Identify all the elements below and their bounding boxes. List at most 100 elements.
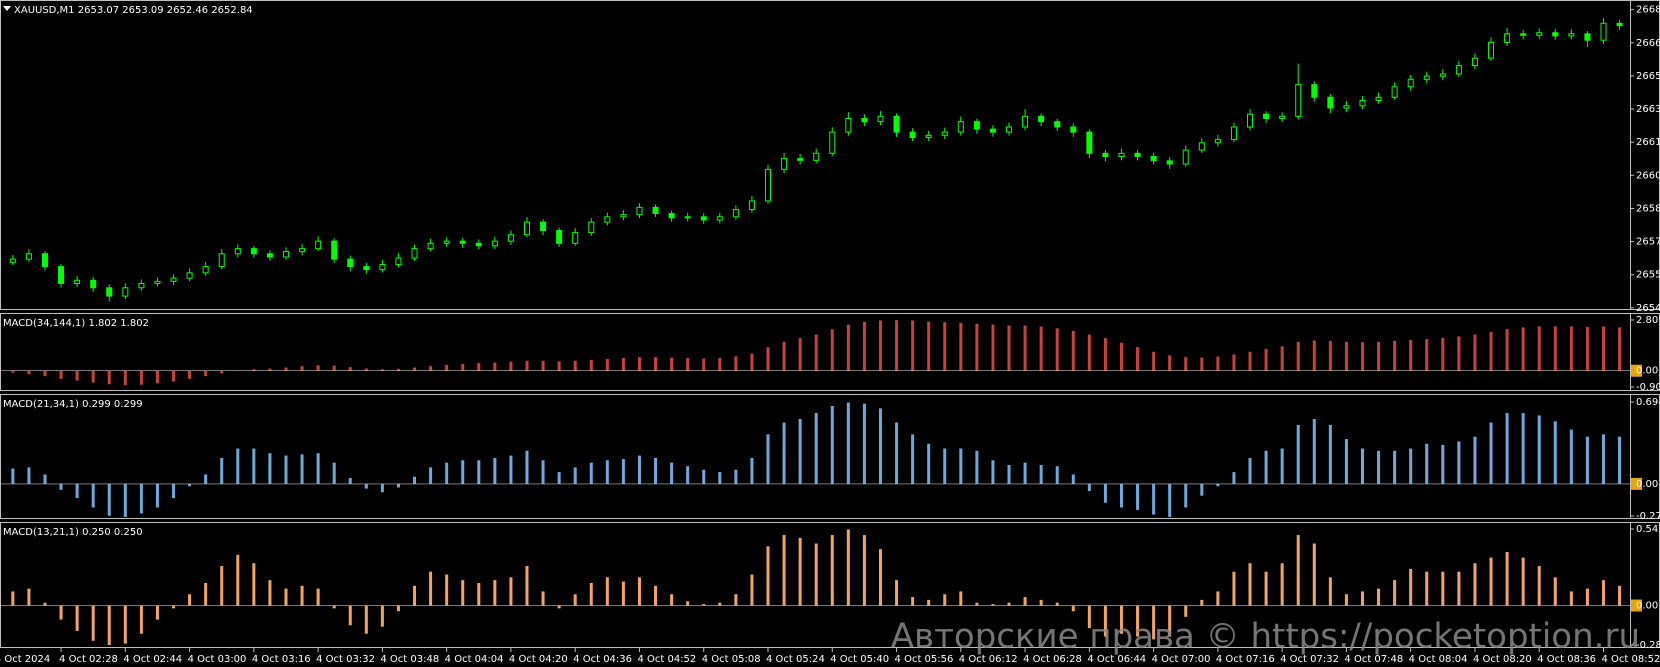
histogram-bar — [107, 605, 111, 645]
candle-body — [1536, 32, 1543, 36]
histogram-bar — [413, 585, 417, 606]
candle-body — [1391, 86, 1398, 98]
histogram-bar — [220, 457, 224, 484]
y-tick-label: 2663. — [1636, 104, 1660, 115]
candle-body — [347, 258, 354, 268]
panel-plot — [9, 18, 1623, 302]
histogram-bar — [654, 585, 658, 606]
candle-body — [732, 209, 739, 218]
histogram-bar — [429, 467, 433, 484]
histogram-bar — [1248, 563, 1252, 606]
candle-body — [202, 266, 209, 274]
histogram-bar — [204, 474, 208, 484]
histogram-bar — [895, 320, 899, 371]
x-tick-label: 4 Oct 03:00 — [188, 654, 247, 665]
histogram-bar — [1023, 597, 1027, 606]
histogram-bar — [461, 460, 465, 484]
histogram-bar — [573, 467, 577, 484]
candle-body — [1343, 105, 1350, 109]
histogram-bar — [1087, 334, 1091, 371]
histogram-bar — [1328, 424, 1332, 484]
y-tick-label: -0.272 — [1636, 511, 1660, 522]
histogram-bar — [1232, 472, 1236, 484]
histogram-bar — [75, 370, 79, 381]
histogram-bar — [1071, 474, 1075, 484]
zero-level-tag — [1631, 599, 1642, 612]
candle-body — [1230, 126, 1237, 141]
histogram-bar — [702, 604, 706, 606]
histogram-bar — [1232, 571, 1236, 606]
candle-body — [9, 258, 16, 263]
histogram-bar — [862, 321, 866, 371]
x-tick-label: 4 Oct 05:56 — [895, 654, 954, 665]
symbol-menu-arrow[interactable] — [3, 6, 11, 11]
y-tick-label: 2668. — [1636, 5, 1660, 16]
histogram-bar — [1377, 341, 1381, 371]
histogram-bar — [1585, 436, 1589, 484]
histogram-bar — [316, 453, 320, 484]
candle-body — [1198, 142, 1205, 151]
x-tick-label: 4 Oct 03:48 — [380, 654, 439, 665]
histogram-bar — [1103, 483, 1107, 503]
candle-body — [74, 279, 81, 284]
histogram-bar — [1200, 483, 1204, 496]
candle-body — [507, 234, 514, 242]
histogram-bar — [75, 483, 79, 499]
histogram-bar — [284, 367, 288, 371]
histogram-bar — [1537, 326, 1541, 371]
histogram-bar — [123, 483, 127, 517]
histogram-bar — [1537, 415, 1541, 484]
histogram-bar — [1505, 329, 1509, 371]
histogram-bar — [300, 585, 304, 606]
histogram-bar — [1457, 336, 1461, 371]
histogram-bar — [1328, 340, 1332, 371]
candle-body — [250, 248, 257, 255]
histogram-bar — [1569, 326, 1573, 371]
y-tick-label: 2665. — [1636, 71, 1660, 82]
histogram-bar — [1248, 457, 1252, 484]
y-tick-label: -0.902 — [1636, 382, 1660, 393]
histogram-bar — [188, 483, 192, 487]
candle-body — [1423, 75, 1430, 80]
histogram-bar — [589, 359, 593, 371]
candle-body — [395, 257, 402, 265]
histogram-bar — [11, 370, 15, 373]
histogram-bar — [1119, 605, 1123, 634]
histogram-bar — [1312, 340, 1316, 371]
histogram-bar — [814, 334, 818, 371]
histogram-bar — [846, 324, 850, 371]
y-tick-label: 2655. — [1636, 270, 1660, 281]
histogram-bar — [878, 408, 882, 484]
histogram-bar — [975, 323, 979, 371]
histogram-bar — [1601, 326, 1605, 371]
histogram-bar — [798, 338, 802, 371]
x-tick-label: 4 Oct 05:40 — [830, 654, 889, 665]
histogram-bar — [878, 549, 882, 606]
histogram-bar — [862, 535, 866, 606]
candle-body — [716, 216, 723, 221]
histogram-bar — [1505, 551, 1509, 606]
histogram-bar — [1618, 585, 1622, 606]
histogram-bar — [155, 483, 159, 508]
histogram-bar — [43, 370, 47, 377]
histogram-bar — [766, 546, 770, 606]
histogram-bar — [348, 367, 352, 371]
histogram-bar — [1312, 543, 1316, 606]
histogram-bar — [1601, 580, 1605, 606]
x-tick-label: 4 Oct 07:48 — [1344, 654, 1403, 665]
histogram-bar — [1168, 483, 1172, 517]
candle-body — [25, 253, 32, 260]
histogram-bar — [1505, 413, 1509, 484]
histogram-bar — [1055, 466, 1059, 484]
candle-body — [58, 266, 65, 284]
histogram-bar — [975, 450, 979, 484]
y-tick-label: 2657. — [1636, 237, 1660, 248]
candle-body — [1214, 139, 1221, 144]
candle-body — [138, 282, 145, 289]
histogram-bar — [1152, 605, 1156, 640]
candle-body — [331, 240, 338, 260]
y-tick-label: 2660. — [1636, 170, 1660, 181]
y-tick-label: 0.00 — [1636, 601, 1658, 612]
histogram-bar — [734, 469, 738, 484]
histogram-bar — [139, 483, 143, 514]
